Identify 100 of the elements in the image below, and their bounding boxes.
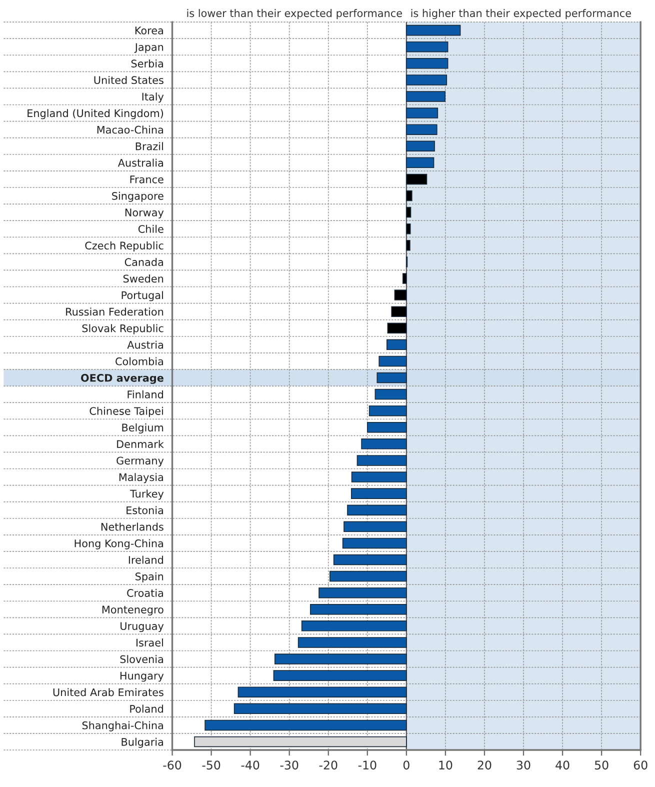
- bar: [406, 157, 434, 168]
- bar: [204, 720, 407, 731]
- bar: [376, 372, 407, 384]
- bar: [406, 58, 448, 69]
- bar: [234, 703, 407, 714]
- y-tick-label: Finland: [128, 390, 163, 398]
- bar: [301, 620, 407, 632]
- y-tick-label: France: [130, 176, 164, 184]
- x-tick-label: 50: [594, 760, 608, 770]
- y-tick-label: Austria: [127, 340, 163, 349]
- bar: [406, 240, 410, 251]
- bar: [374, 388, 407, 400]
- bar: [366, 422, 407, 433]
- text: is higher than their expected performance: [411, 9, 631, 20]
- bar: [391, 306, 407, 317]
- bar: [347, 504, 407, 516]
- y-tick-label: Montenegro: [102, 606, 164, 616]
- y-tick-label: Chile: [138, 224, 164, 233]
- y-tick-label: England (United Kingdom): [28, 109, 164, 120]
- text: is lower than their expected performance: [187, 9, 402, 20]
- y-tick-label: Uruguay: [120, 622, 164, 632]
- bar: [406, 190, 412, 202]
- bar: [406, 41, 448, 52]
- x-tick-label: -50: [202, 760, 220, 770]
- y-tick-label: Brazil: [136, 142, 163, 150]
- bar: [406, 91, 446, 102]
- y-tick-label: Netherlands: [101, 522, 164, 531]
- bar: [344, 521, 407, 532]
- y-tick-label: United States: [94, 76, 164, 84]
- bar: [368, 405, 407, 416]
- bar: [318, 587, 407, 598]
- bar: [394, 290, 407, 300]
- y-tick-label: Sweden: [123, 274, 164, 283]
- y-tick-label: Korea: [135, 26, 163, 34]
- y-tick-label: Hungary: [120, 672, 164, 682]
- y-tick-label: Singapore: [112, 192, 164, 202]
- y-tick-label: Czech Republic: [85, 241, 164, 252]
- bar: [387, 322, 407, 334]
- x-tick-label: -30: [280, 760, 298, 770]
- bar: [406, 108, 438, 118]
- bar: [274, 654, 407, 664]
- bar: [361, 438, 407, 450]
- bar: [310, 604, 407, 615]
- y-tick-label: Poland: [130, 704, 163, 713]
- bar: [351, 472, 407, 482]
- x-tick-label: -10: [358, 760, 376, 770]
- y-tick-label: Russian Federation: [66, 308, 164, 316]
- bar: [406, 24, 461, 36]
- y-tick-label: Israel: [136, 638, 163, 647]
- y-tick-label: Portugal: [122, 291, 163, 302]
- bar: [406, 124, 438, 135]
- bar: [298, 637, 407, 648]
- y-tick-label: Hong Kong-China: [74, 539, 163, 550]
- bar: [406, 174, 428, 185]
- bar: [273, 670, 407, 681]
- y-tick-label: Australia: [118, 158, 163, 167]
- bar: [406, 140, 435, 152]
- x-tick-label: 30: [516, 760, 530, 770]
- y-tick-label: Germany: [116, 456, 164, 467]
- y-tick-label: Shanghai-China: [82, 721, 163, 732]
- y-tick-label: Ireland: [128, 556, 163, 564]
- y-tick-label: Norway: [125, 208, 164, 218]
- x-tick-label: 20: [478, 760, 492, 770]
- y-tick-label: Chinese Taipei: [90, 406, 163, 417]
- y-tick-label: Japan: [134, 43, 164, 53]
- x-tick-label: 40: [556, 760, 570, 770]
- y-tick-label: Turkey: [130, 490, 164, 500]
- y-tick-label: Spain: [136, 572, 164, 582]
- y-tick-label: Colombia: [116, 357, 163, 366]
- y-tick-label: Slovenia: [120, 655, 163, 664]
- x-tick-label: 60: [634, 760, 648, 770]
- bar: [238, 686, 407, 698]
- y-tick-label: Serbia: [131, 59, 163, 68]
- y-tick-label: OECD average: [80, 374, 164, 384]
- x-tick-label: -40: [241, 760, 260, 770]
- bar: [356, 455, 407, 466]
- x-tick-label: 0: [403, 760, 410, 770]
- x-tick-label: -60: [163, 760, 182, 770]
- x-tick-label: -20: [319, 760, 338, 770]
- y-tick-label: Croatia: [127, 588, 163, 597]
- y-tick-label: United Arab Emirates: [53, 688, 164, 696]
- y-tick-label: Macao-China: [97, 126, 163, 134]
- y-tick-label: Malaysia: [119, 473, 163, 484]
- y-tick-label: Slovak Republic: [82, 324, 164, 334]
- x-tick-label: 10: [439, 760, 452, 770]
- bar: [406, 74, 448, 86]
- y-tick-label: Denmark: [117, 440, 164, 448]
- y-tick-label: Belgium: [122, 423, 164, 434]
- bar: [406, 223, 411, 234]
- bar: [333, 554, 407, 566]
- bar: [378, 356, 407, 367]
- bar: [386, 339, 407, 350]
- y-tick-label: Canada: [124, 258, 163, 266]
- y-tick-label: Bulgaria: [122, 738, 163, 748]
- bar: [406, 206, 412, 218]
- bar: [342, 538, 407, 549]
- bar: [350, 488, 407, 499]
- y-tick-label: Italy: [142, 92, 164, 103]
- bar: [194, 736, 407, 748]
- y-tick-label: Estonia: [126, 506, 163, 514]
